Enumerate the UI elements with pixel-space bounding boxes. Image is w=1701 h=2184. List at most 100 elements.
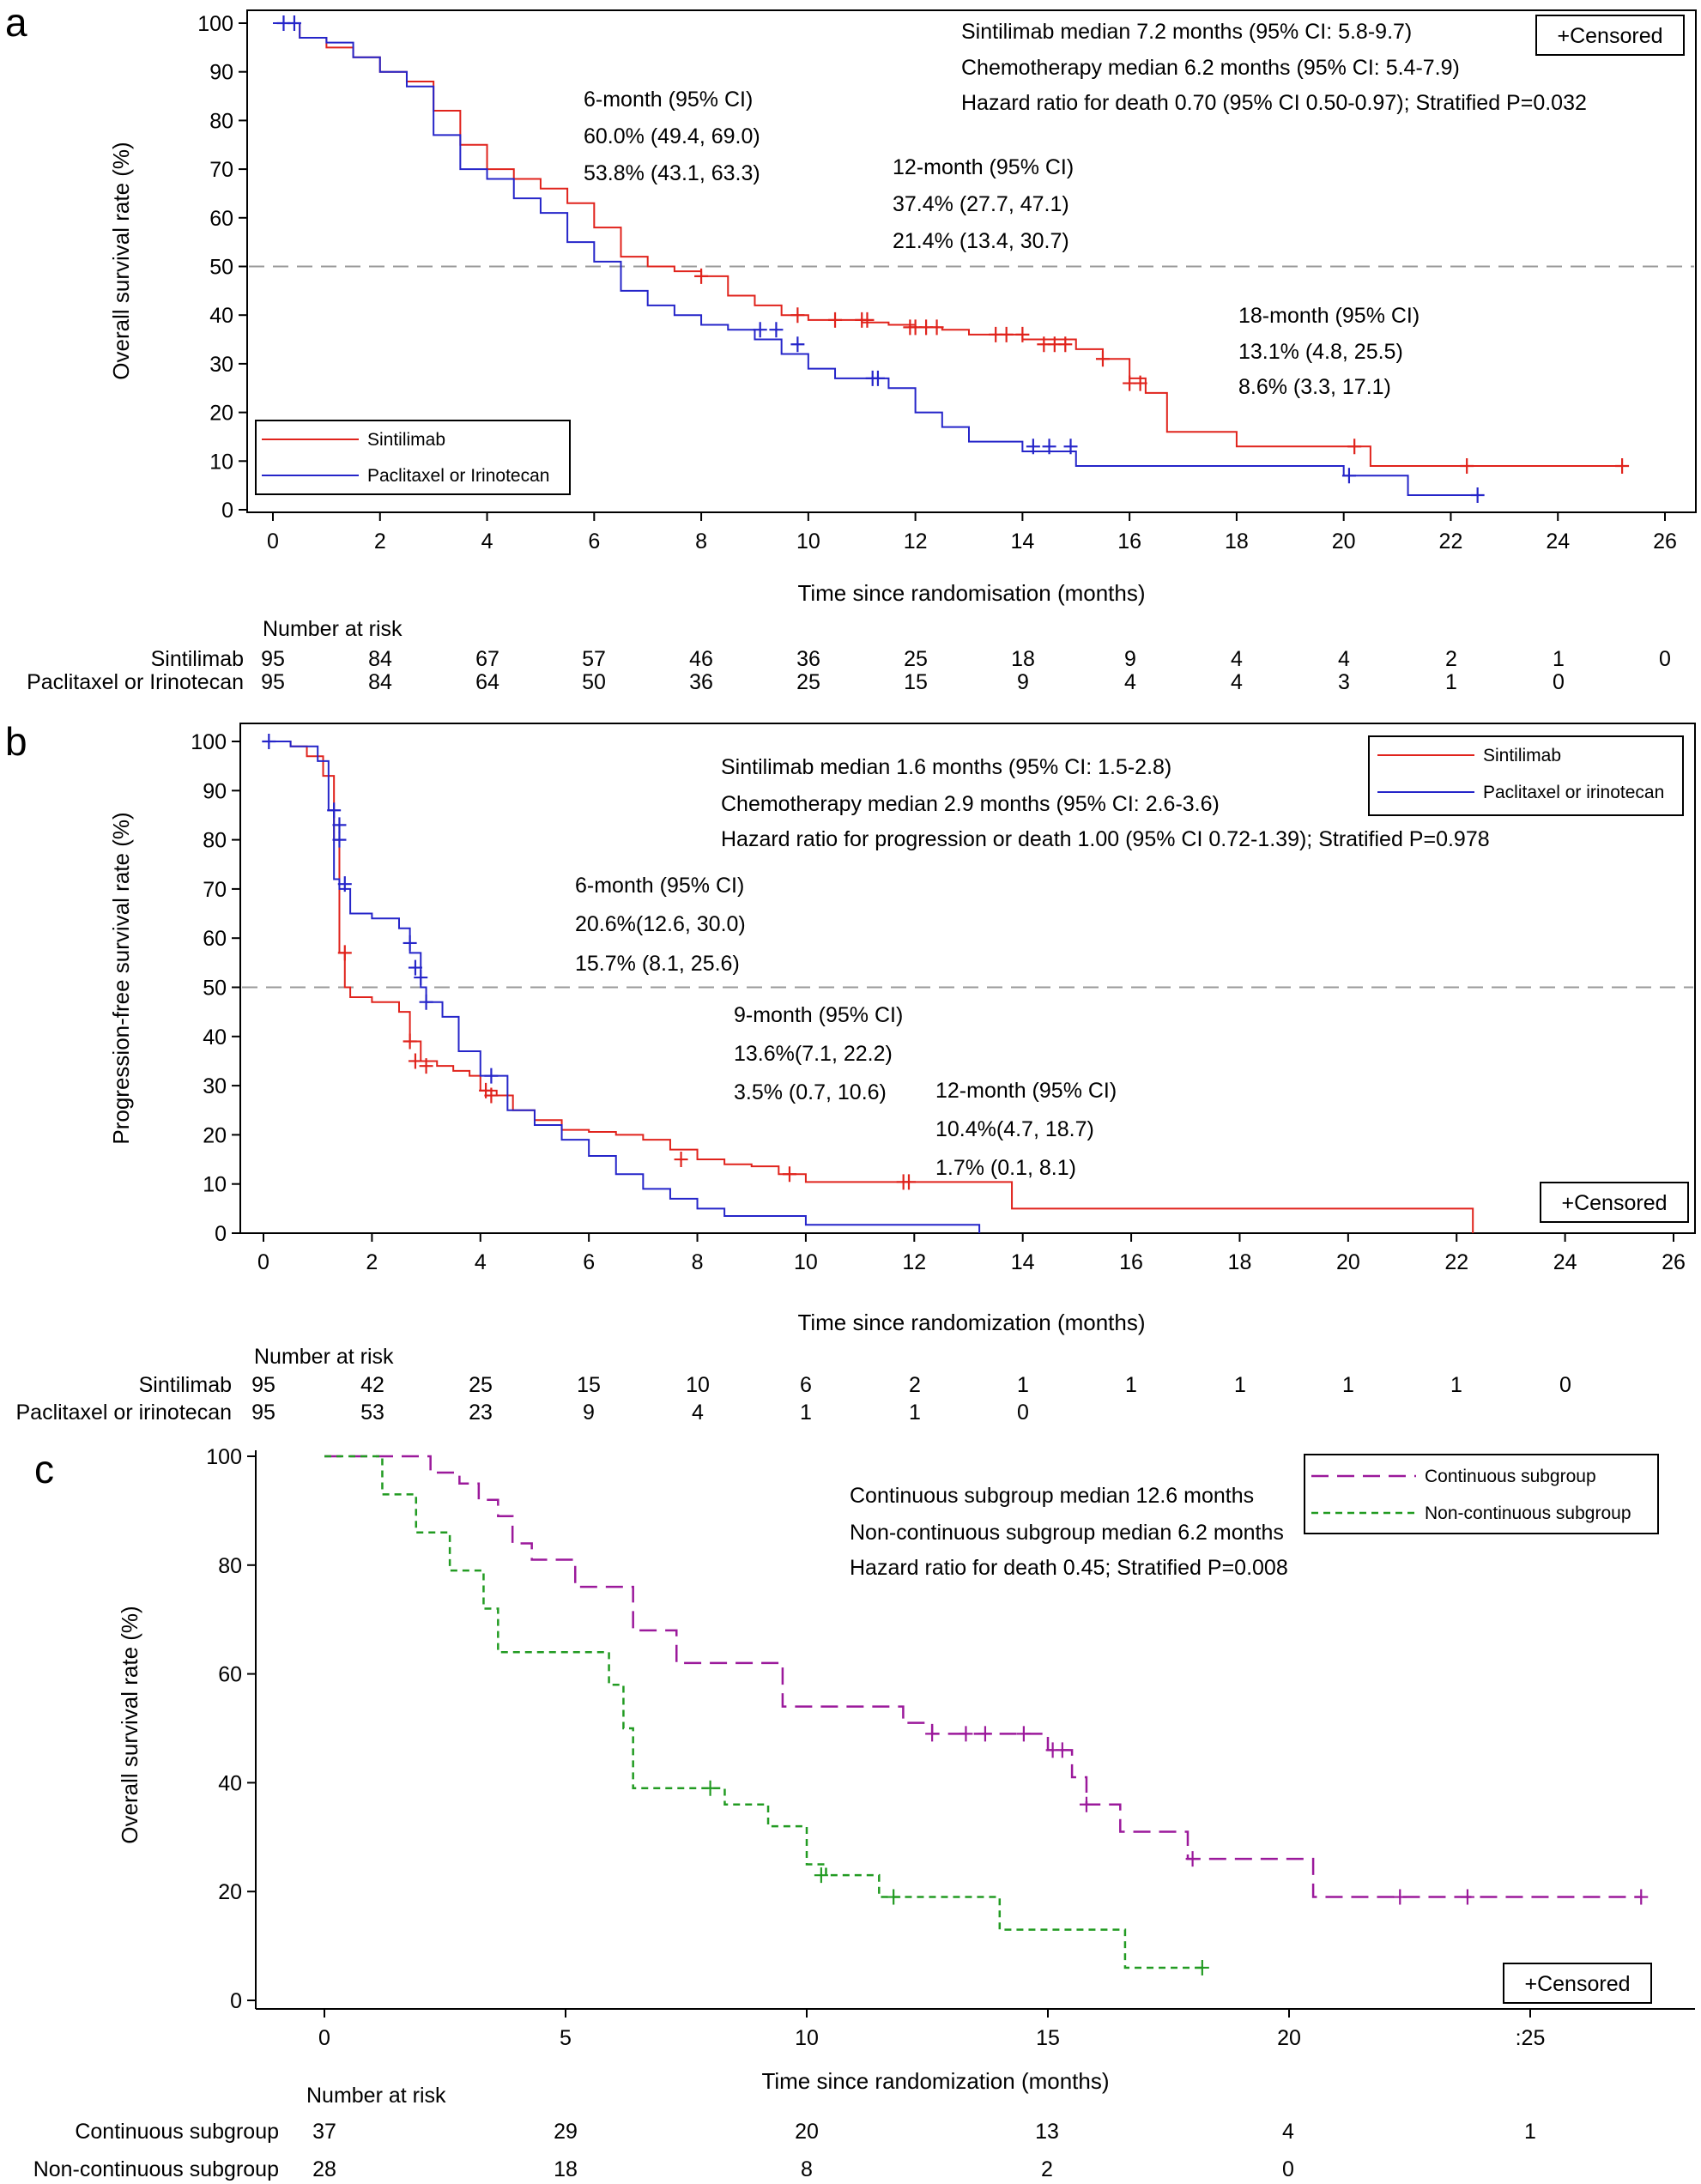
panel-a-series-1-censor-mark <box>1042 439 1056 455</box>
panel-b-risk-value: 1 <box>1450 1373 1462 1397</box>
panel-b-letter: b <box>5 719 27 764</box>
panel-a-landmark-18m-chemo: 8.6% (3.3, 17.1) <box>1238 375 1391 399</box>
panel-b-landmark-9m-sintilimab: 13.6%(7.1, 22.2) <box>734 1042 893 1066</box>
panel-b-risk-value: 0 <box>1017 1401 1029 1425</box>
panel-a-series-1-censor-mark <box>1470 487 1485 503</box>
panel-a-series-1-censor-mark <box>870 370 885 386</box>
panel-a-x-tick-label: 10 <box>796 529 820 554</box>
panel-a-x-tick-label: 4 <box>481 529 493 554</box>
panel-c-x-tick-label: 15 <box>1036 2026 1060 2050</box>
panel-a-landmark-12m-sintilimab: 37.4% (27.7, 47.1) <box>893 192 1069 216</box>
panel-c-risk-value: 0 <box>1282 2157 1294 2181</box>
panel-b-risk-value: 1 <box>800 1401 812 1425</box>
panel-b-risk-value: 95 <box>251 1401 275 1425</box>
panel-c-censored-box-frame <box>1503 1963 1652 2004</box>
panel-a-series-1-censor-mark <box>790 336 805 353</box>
panel-b-y-tick-label: 20 <box>203 1123 227 1147</box>
panel-a-risk-value: 46 <box>689 647 713 671</box>
panel-a-risk-value: 1 <box>1445 670 1457 694</box>
panel-a-series-1-censor-mark <box>1341 468 1356 484</box>
panel-b-landmark-6m-chemo: 15.7% (8.1, 25.6) <box>575 952 740 976</box>
panel-a-legend-frame <box>255 420 571 495</box>
panel-a-risk-value: 4 <box>1124 670 1136 694</box>
panel-a-risk-value: 25 <box>796 670 820 694</box>
panel-b-landmark-12m-sintilimab: 10.4%(4.7, 18.7) <box>935 1117 1094 1141</box>
panel-c-risk-value: 2 <box>1041 2157 1053 2181</box>
panel-b-landmark-12m-title: 12-month (95% CI) <box>935 1079 1117 1103</box>
panel-b-x-tick-label: 14 <box>1011 1250 1035 1274</box>
panel-b-y-tick-label: 90 <box>203 779 227 803</box>
panel-b-series-0-censor-mark <box>419 1058 433 1074</box>
panel-b-risk-value: 23 <box>469 1401 493 1425</box>
panel-b-x-tick-label: 26 <box>1662 1250 1686 1274</box>
panel-b-risk-value: 53 <box>360 1401 384 1425</box>
panel-a-y-axis-label: Overall survival rate (%) <box>108 142 134 379</box>
panel-a-risk-value: 95 <box>261 670 285 694</box>
panel-a-series-1-censor-mark <box>1063 439 1078 455</box>
panel-a-censored-label: +Censored <box>1558 24 1663 48</box>
panel-c-x-tick-label: 20 <box>1277 2026 1301 2050</box>
panel-b-x-tick-label: 4 <box>475 1250 487 1274</box>
panel-b-risk-value: 9 <box>583 1401 595 1425</box>
panel-c-series-1-censor-mark <box>887 1889 901 1905</box>
panel-a-risk-value: 25 <box>904 647 928 671</box>
panel-c-x-tick-label: 0 <box>318 2026 330 2050</box>
panel-a-series-0-censor-mark <box>1095 351 1110 367</box>
panel-c-risk-value: 13 <box>1035 2120 1059 2144</box>
panel-c-risk-title: Number at risk <box>306 2084 446 2108</box>
panel-a-series-0-censor-mark <box>999 326 1014 342</box>
panel-a-series-1-censor-mark <box>753 322 767 338</box>
panel-a-annotation-hazard-ratio: Hazard ratio for death 0.70 (95% CI 0.50… <box>961 91 1587 115</box>
panel-a-series-0-censor-mark <box>1460 457 1474 474</box>
panel-a-y-tick-label: 50 <box>209 256 233 280</box>
panel-c-series-0-censor-mark <box>978 1726 992 1742</box>
panel-b-risk-value: 15 <box>577 1373 601 1397</box>
panel-b-series-1-censor-mark <box>419 994 433 1010</box>
panel-a-risk-value: 4 <box>1231 670 1243 694</box>
panel-b-y-tick-label: 80 <box>203 829 227 853</box>
panel-c-series-0-censor-mark <box>925 1726 940 1742</box>
panel-a-risk-value: 9 <box>1124 647 1136 671</box>
panel-a-x-tick-label: 26 <box>1653 529 1677 554</box>
panel-a-x-tick-label: 12 <box>904 529 928 554</box>
panel-b-risk-value: 25 <box>469 1373 493 1397</box>
panel-c-risk-value: 29 <box>554 2120 578 2144</box>
panel-a-legend: Sintilimab Paclitaxel or Irinotecan <box>255 420 571 495</box>
panel-b-x-tick-label: 24 <box>1553 1250 1577 1274</box>
panel-a-x-tick-label: 22 <box>1439 529 1463 554</box>
panel-a-series-1-censor-mark <box>1026 439 1040 455</box>
panel-a-landmark-6m-title: 6-month (95% CI) <box>584 88 753 112</box>
panel-b-series-0-censor-mark <box>408 1053 422 1069</box>
panel-c-risk-value: 1 <box>1524 2120 1536 2144</box>
panel-c-series-0-censor-mark <box>1185 1851 1200 1867</box>
panel-c-censored-label: +Censored <box>1525 1972 1631 1996</box>
panel-b-series-1-curve <box>263 741 981 1233</box>
panel-b-annotation-sintilimab-median: Sintilimab median 1.6 months (95% CI: 1.… <box>721 755 1171 779</box>
panel-c-series-1-curve <box>324 1455 1202 1969</box>
panel-c-series-0-censor-mark <box>1055 1742 1069 1758</box>
panel-a-y-tick-label: 0 <box>221 499 233 523</box>
panel-a-series-0-censor-mark <box>1347 439 1362 455</box>
panel-a-risk-value: 4 <box>1338 647 1350 671</box>
panel-c-series-0-censor-mark <box>1016 1726 1031 1742</box>
panel-c-y-tick-label: 20 <box>218 1880 242 1904</box>
panel-b-x-tick-label: 12 <box>902 1250 926 1274</box>
panel-a-x-tick-label: 2 <box>374 529 386 554</box>
panel-a-series-0-censor-mark <box>828 312 843 328</box>
panel-a-series-0-censor-mark <box>929 319 944 336</box>
panel-b-risk-row-label-sintilimab: Sintilimab <box>139 1373 232 1397</box>
panel-a-risk-value: 57 <box>582 647 606 671</box>
panel-c-series-1-censor-mark <box>1195 1959 1209 1975</box>
panel-c-risk-value: 37 <box>312 2120 336 2144</box>
panel-c-x-tick-label: :25 <box>1516 2026 1546 2050</box>
panel-a-censored-box: +Censored <box>1535 15 1685 56</box>
panel-c: c Overall survival rate (%) Time since r… <box>33 1445 1695 2181</box>
panel-c-legend-frame <box>1304 1454 1659 1534</box>
panel-a-x-tick-label: 16 <box>1117 529 1141 554</box>
panel-c-series-0-censor-mark <box>959 1726 973 1742</box>
panel-a-series-0-censor-mark <box>790 307 805 324</box>
panel-a-risk-value: 67 <box>475 647 499 671</box>
panel-a-y-tick-label: 60 <box>209 207 233 231</box>
panel-b-y-tick-label: 30 <box>203 1074 227 1098</box>
